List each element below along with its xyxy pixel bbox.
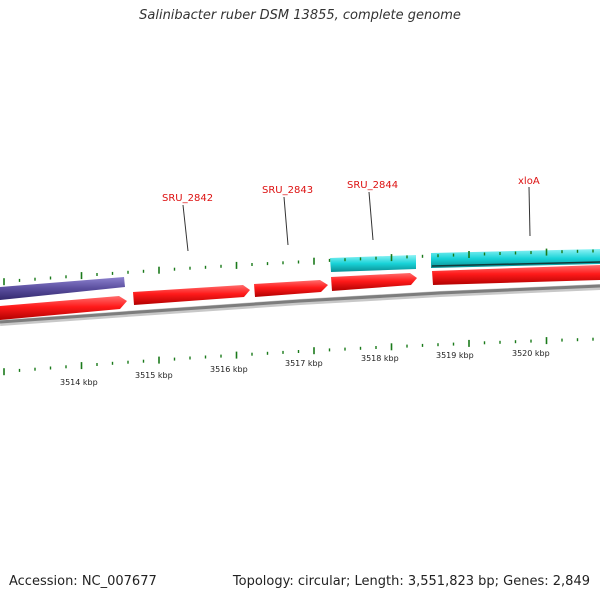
gene-forward-1[interactable] [0,296,127,320]
kbp-label-3518: 3518 kbp [361,354,399,363]
gene-label-SRU_2844: SRU_2844 [347,180,398,191]
gene-cyan-1[interactable] [330,255,416,272]
accession-text: Accession: NC_007677 [9,574,157,589]
upper-tick-row [3,248,594,286]
kbp-label-3515: 3515 kbp [135,371,173,380]
gene-reverse[interactable] [0,277,125,300]
kbp-label-3520: 3520 kbp [512,349,550,358]
genome-backbone [0,284,600,324]
gene-SRU_2843[interactable] [254,280,328,297]
gene-cyan-outline [431,261,600,267]
map-title: Salinibacter ruber DSM 13855, complete g… [139,8,461,23]
leader-line-SRU_2842 [182,204,189,252]
gene-SRU_2844[interactable] [331,273,417,291]
gene-label-SRU_2842: SRU_2842 [162,193,213,204]
leader-line-SRU_2844 [368,191,374,241]
kbp-label-3517: 3517 kbp [285,359,323,368]
kbp-label-3519: 3519 kbp [436,351,474,360]
gene-SRU_2842[interactable] [133,285,250,305]
kbp-label-3516: 3516 kbp [210,365,248,374]
leader-line-SRU_2843 [283,196,289,246]
gene-xloA[interactable] [432,265,600,285]
kbp-label-3514: 3514 kbp [60,378,98,387]
lower-tick-row [3,337,594,376]
summary-text: Topology: circular; Length: 3,551,823 bp… [232,574,590,589]
gene-label-SRU_2843: SRU_2843 [262,185,313,196]
gene-label-xloA: xloA [518,176,540,187]
leader-line-xloA [528,186,531,237]
